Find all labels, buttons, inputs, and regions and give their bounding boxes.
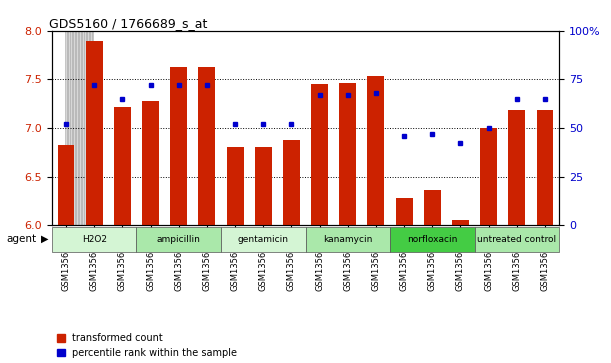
Bar — [396, 198, 412, 225]
FancyBboxPatch shape — [71, 31, 73, 225]
Text: H2O2: H2O2 — [82, 235, 107, 244]
FancyBboxPatch shape — [136, 227, 221, 252]
Bar — [199, 67, 215, 225]
Text: agent: agent — [6, 234, 36, 244]
FancyBboxPatch shape — [76, 31, 78, 225]
FancyBboxPatch shape — [306, 227, 390, 252]
Bar — [424, 190, 441, 225]
FancyBboxPatch shape — [81, 31, 82, 225]
Bar — [227, 147, 244, 225]
FancyBboxPatch shape — [390, 227, 475, 252]
Bar — [339, 83, 356, 225]
Bar — [452, 220, 469, 225]
Bar — [57, 146, 75, 225]
Bar — [311, 84, 328, 225]
Bar — [170, 67, 187, 225]
Bar — [536, 110, 554, 225]
Text: untreated control: untreated control — [477, 235, 557, 244]
FancyBboxPatch shape — [221, 227, 306, 252]
Text: gentamicin: gentamicin — [238, 235, 289, 244]
FancyBboxPatch shape — [86, 31, 87, 225]
FancyBboxPatch shape — [78, 31, 79, 225]
FancyBboxPatch shape — [79, 31, 81, 225]
FancyBboxPatch shape — [73, 31, 75, 225]
FancyBboxPatch shape — [65, 31, 67, 225]
FancyBboxPatch shape — [84, 31, 86, 225]
Text: norfloxacin: norfloxacin — [407, 235, 458, 244]
Bar — [480, 128, 497, 225]
FancyBboxPatch shape — [87, 31, 89, 225]
Bar — [114, 107, 131, 225]
FancyBboxPatch shape — [475, 227, 559, 252]
FancyBboxPatch shape — [89, 31, 90, 225]
Text: ▶: ▶ — [41, 234, 48, 244]
Legend: transformed count, percentile rank within the sample: transformed count, percentile rank withi… — [57, 333, 237, 358]
Bar — [367, 76, 384, 225]
Bar — [86, 41, 103, 225]
Bar — [508, 110, 525, 225]
FancyBboxPatch shape — [92, 31, 93, 225]
Bar — [283, 140, 300, 225]
FancyBboxPatch shape — [82, 31, 84, 225]
Text: GDS5160 / 1766689_s_at: GDS5160 / 1766689_s_at — [49, 17, 208, 30]
Bar — [255, 147, 272, 225]
FancyBboxPatch shape — [52, 227, 136, 252]
Bar — [142, 101, 159, 225]
FancyBboxPatch shape — [90, 31, 92, 225]
FancyBboxPatch shape — [68, 31, 70, 225]
FancyBboxPatch shape — [75, 31, 76, 225]
Text: kanamycin: kanamycin — [323, 235, 373, 244]
Text: ampicillin: ampicillin — [157, 235, 200, 244]
FancyBboxPatch shape — [67, 31, 68, 225]
FancyBboxPatch shape — [70, 31, 71, 225]
